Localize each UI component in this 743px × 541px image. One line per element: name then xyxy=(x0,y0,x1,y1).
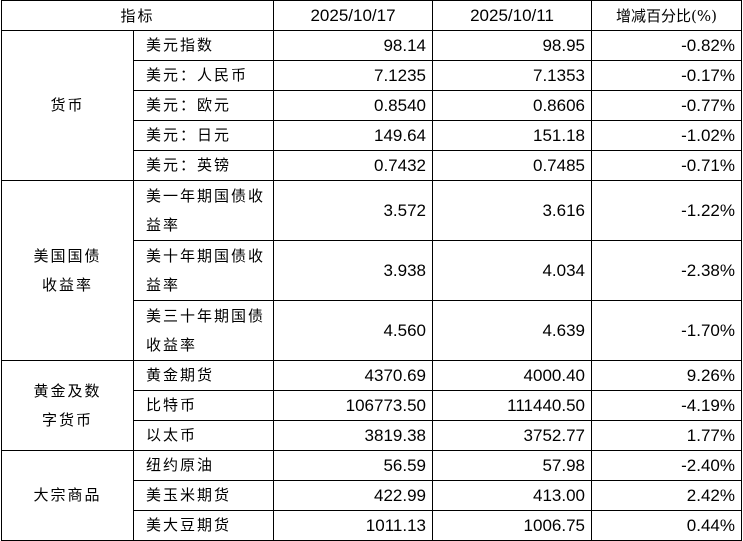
indicator-name: 美元：欧元 xyxy=(133,90,274,121)
change-percent: -1.70% xyxy=(591,300,742,361)
value-date1: 106773.50 xyxy=(273,390,433,421)
value-date2: 4000.40 xyxy=(432,360,592,391)
header-date2: 2025/10/11 xyxy=(432,0,592,31)
value-date1: 98.14 xyxy=(273,30,433,61)
indicator-name: 美大豆期货 xyxy=(133,510,274,541)
value-date1: 3.572 xyxy=(273,180,433,241)
value-date2: 413.00 xyxy=(432,480,592,511)
table-row: 美十年期国债收益率 3.938 4.034 -2.38% xyxy=(2,240,742,301)
value-date1: 4370.69 xyxy=(273,360,433,391)
header-change: 增减百分比(%) xyxy=(591,0,742,31)
table-row: 黄金及数字货币 黄金期货 4370.69 4000.40 9.26% xyxy=(1,360,742,451)
value-date2: 3.616 xyxy=(432,180,592,241)
change-percent: -1.02% xyxy=(591,120,742,151)
indicator-name: 美玉米期货 xyxy=(133,480,274,511)
table-row: 美玉米期货 422.99 413.00 2.42% xyxy=(2,480,742,511)
category-cell: 美国国债收益率 xyxy=(1,180,134,361)
value-date1: 0.7432 xyxy=(273,150,433,181)
table-row: 美元：人民币 7.1235 7.1353 -0.17% xyxy=(2,60,742,91)
table-row: 美元：日元 149.64 151.18 -1.02% xyxy=(2,120,742,151)
change-percent: -2.40% xyxy=(591,450,742,481)
indicator-name: 美元：英镑 xyxy=(133,150,274,181)
value-date2: 4.639 xyxy=(432,300,592,361)
value-date2: 0.8606 xyxy=(432,90,592,121)
indicator-name: 美三十年期国债收益率 xyxy=(133,300,274,361)
change-percent: 2.42% xyxy=(591,480,742,511)
header-date1: 2025/10/17 xyxy=(273,0,433,31)
value-date2: 151.18 xyxy=(432,120,592,151)
value-date1: 422.99 xyxy=(273,480,433,511)
value-date2: 98.95 xyxy=(432,30,592,61)
indicator-name: 美元指数 xyxy=(133,30,274,61)
change-percent: -0.77% xyxy=(591,90,742,121)
value-date1: 149.64 xyxy=(273,120,433,151)
header-indicator: 指标 xyxy=(1,0,274,31)
indicator-name: 以太币 xyxy=(133,420,274,451)
change-percent: 0.44% xyxy=(591,510,742,541)
table-row: 美大豆期货 1011.13 1006.75 0.44% xyxy=(2,510,742,541)
table-row: 美国国债收益率 美一年期国债收益率 3.572 3.616 -1.22% xyxy=(1,180,742,361)
value-date1: 4.560 xyxy=(273,300,433,361)
value-date1: 3.938 xyxy=(273,240,433,301)
table-row: 大宗商品 纽约原油 56.59 57.98 -2.40% xyxy=(1,450,742,541)
header-row: 指标 2025/10/17 2025/10/11 增减百分比(%) xyxy=(1,0,742,31)
value-date2: 111440.50 xyxy=(432,390,592,421)
indicator-name: 美一年期国债收益率 xyxy=(133,180,274,241)
value-date2: 0.7485 xyxy=(432,150,592,181)
category-cell: 大宗商品 xyxy=(1,450,134,541)
change-percent: -2.38% xyxy=(591,240,742,301)
value-date2: 1006.75 xyxy=(432,510,592,541)
value-date1: 1011.13 xyxy=(273,510,433,541)
value-date2: 57.98 xyxy=(432,450,592,481)
value-date1: 56.59 xyxy=(273,450,433,481)
value-date2: 7.1353 xyxy=(432,60,592,91)
change-percent: -4.19% xyxy=(591,390,742,421)
indicator-name: 美元：人民币 xyxy=(133,60,274,91)
change-percent: -0.17% xyxy=(591,60,742,91)
value-date1: 7.1235 xyxy=(273,60,433,91)
value-date1: 3819.38 xyxy=(273,420,433,451)
indicator-name: 纽约原油 xyxy=(133,450,274,481)
change-percent: 9.26% xyxy=(591,360,742,391)
change-percent: -0.82% xyxy=(591,30,742,61)
indicator-name: 美元：日元 xyxy=(133,120,274,151)
category-cell: 黄金及数字货币 xyxy=(1,360,134,451)
change-percent: -0.71% xyxy=(591,150,742,181)
indicator-name: 黄金期货 xyxy=(133,360,274,391)
value-date2: 4.034 xyxy=(432,240,592,301)
table-row: 货币 美元指数 98.14 98.95 -0.82% xyxy=(1,30,742,181)
indicator-name: 美十年期国债收益率 xyxy=(133,240,274,301)
table-row: 比特币 106773.50 111440.50 -4.19% xyxy=(2,390,742,421)
category-cell: 货币 xyxy=(1,30,134,181)
table-row: 美元：欧元 0.8540 0.8606 -0.77% xyxy=(2,90,742,121)
change-percent: -1.22% xyxy=(591,180,742,241)
value-date2: 3752.77 xyxy=(432,420,592,451)
change-percent: 1.77% xyxy=(591,420,742,451)
table-row: 以太币 3819.38 3752.77 1.77% xyxy=(2,420,742,451)
table-row: 美元：英镑 0.7432 0.7485 -0.71% xyxy=(2,150,742,181)
indicator-name: 比特币 xyxy=(133,390,274,421)
value-date1: 0.8540 xyxy=(273,90,433,121)
